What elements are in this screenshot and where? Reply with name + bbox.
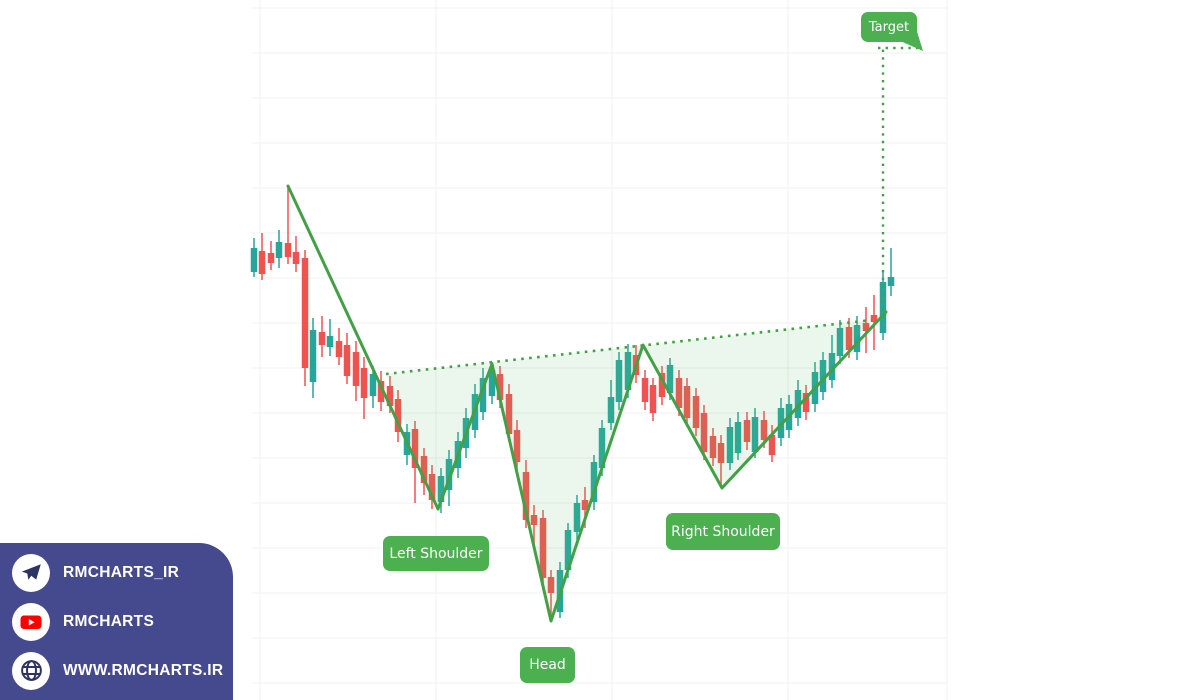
website-url: WWW.RMCHARTS.IR	[63, 661, 224, 679]
globe-icon	[12, 651, 50, 690]
branding-panel: RMCHARTS_IR RMCHARTS WWW.RMCHARTS.IR	[0, 543, 233, 700]
telegram-icon	[12, 553, 50, 592]
telegram-handle: RMCHARTS_IR	[63, 563, 180, 581]
youtube-handle: RMCHARTS	[63, 612, 155, 630]
telegram-row: RMCHARTS_IR	[12, 553, 233, 592]
right-shoulder-label: Right Shoulder	[666, 513, 780, 550]
head-label: Head	[520, 647, 575, 683]
youtube-icon	[12, 602, 50, 641]
left-shoulder-label: Left Shoulder	[383, 536, 489, 571]
target-label: Target	[861, 12, 917, 42]
website-row: WWW.RMCHARTS.IR	[12, 651, 233, 690]
youtube-row: RMCHARTS	[12, 602, 233, 641]
